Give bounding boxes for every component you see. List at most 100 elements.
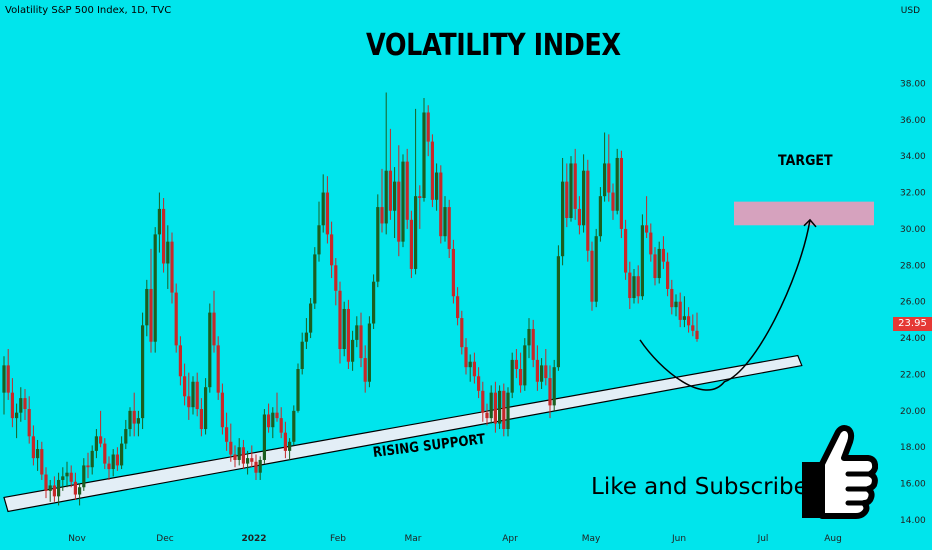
candle-body [136,418,140,424]
candle-body [502,390,506,430]
candle-body [510,359,514,393]
x-tick-label: Dec [156,534,173,544]
candle-body [439,172,443,237]
y-tick-label: 24.00 [900,334,926,344]
candle-body [666,261,670,289]
candle-body [372,281,376,324]
candle-body [107,463,111,470]
candle-body [78,487,82,495]
candle-body [94,436,98,451]
candle-body [577,208,581,226]
candle-body [632,276,636,299]
candle-body [615,157,619,211]
candle-body [178,345,182,377]
candle-body [10,392,14,419]
candle-body [254,461,258,473]
candle-body [162,208,166,264]
y-tick-label: 26.00 [900,298,926,308]
candle-body [535,359,539,382]
candle-body [355,325,359,340]
candle-body [338,290,342,349]
last-price-badge: 23.95 [893,317,932,331]
candle-body [288,441,292,451]
candle-body [330,234,334,266]
candle-body [363,358,367,382]
candle-body [590,250,594,302]
forecast-curve [639,219,811,391]
candle-body [292,410,296,442]
candle-body [523,345,527,386]
candle-body [246,458,250,464]
candle-body [477,376,481,391]
candle-body [561,181,565,257]
candle-body [31,436,35,459]
candle-body [351,339,355,362]
y-tick-label: 14.00 [900,516,926,526]
candle-body [262,414,266,460]
candle-body [401,161,405,242]
candle-body [212,312,216,346]
y-tick-label: 18.00 [900,443,926,453]
candle-body [183,376,187,397]
candle-body [86,465,90,468]
candle-body [52,485,56,497]
candle-body [220,392,224,428]
candle-body [195,381,199,410]
candle-body [565,181,569,219]
candle-body [199,409,203,430]
candle-body [687,316,691,326]
candle-body [640,225,644,297]
candle-body [367,323,371,382]
candle-body [594,236,598,302]
candle-body [40,449,44,475]
candle-body [695,330,699,339]
candle-body [607,163,611,193]
candle-body [82,465,86,488]
candle-body [435,172,439,200]
ticker-line: Volatility S&P 500 Index, 1D, TVC [5,5,172,16]
y-tick-label: 34.00 [900,152,926,162]
candle-body [275,412,279,419]
x-tick-label: Nov [68,534,86,544]
like-subscribe-text: Like and Subscribe [591,474,808,500]
candle-body [527,328,531,346]
candle-body [586,170,590,251]
candle-body [405,161,409,220]
candle-body [678,301,682,320]
candle-body [531,328,535,360]
candle-body [498,390,502,424]
candle-body [548,378,552,406]
candle-body [149,288,153,342]
candle-body [569,163,573,219]
candle-body [48,485,52,491]
x-tick-label: Apr [502,534,518,544]
candle-body [99,436,103,444]
candle-body [325,192,329,235]
candle-body [141,325,145,419]
candle-body [393,181,397,211]
candle-body [90,450,94,468]
rising-support-band [3,354,803,513]
candle-body [250,458,254,462]
candle-body [552,367,556,406]
candle-body [208,312,212,388]
candle-body [73,481,77,495]
candle-body [460,318,464,348]
candle-body [267,414,271,428]
candle-body [493,392,497,424]
candle-body [36,449,40,459]
candle-body [485,412,489,419]
candle-body [317,225,321,255]
y-tick-label: 32.00 [900,189,926,199]
candle-body [296,369,300,411]
candle-body [15,412,19,419]
candle-body [519,369,523,386]
candle-body [204,387,208,430]
y-tick-label: 16.00 [900,480,926,490]
x-tick-label: Mar [405,534,422,544]
y-tick-label: 30.00 [900,225,926,235]
candle-body [481,390,485,413]
candle-body [661,248,665,262]
candle-body [645,225,649,233]
